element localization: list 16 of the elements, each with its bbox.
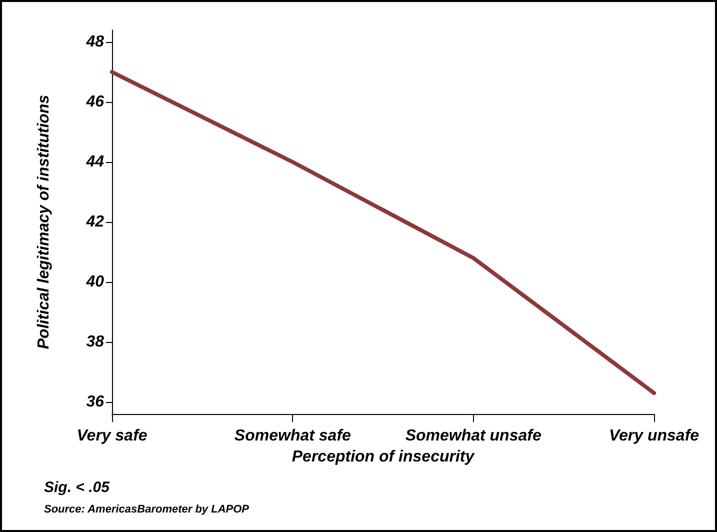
x-tick-label: Somewhat unsafe — [405, 428, 542, 444]
text: Sig. < .05 — [44, 479, 110, 496]
y-tick-label: 36 — [86, 394, 104, 410]
y-axis-title: Political legitimacy of institutions — [36, 94, 52, 350]
y-tick-label: 46 — [85, 94, 104, 110]
y-tick-label: 44 — [85, 154, 104, 170]
y-tick-label: 38 — [86, 334, 104, 350]
line-series — [110, 70, 656, 395]
x-tick-label: Very safe — [76, 428, 148, 444]
x-axis-title: Perception of insecurity — [292, 448, 476, 466]
x-tick-label: Somewhat safe — [234, 428, 352, 444]
y-tick-label: 42 — [85, 214, 104, 230]
y-tick-label: 40 — [85, 274, 104, 290]
source-note: Source: AmericasBarometer by LAPOP — [44, 504, 250, 516]
x-tick-label: Very unsafe — [608, 428, 700, 444]
y-tick-label: 48 — [85, 34, 104, 50]
